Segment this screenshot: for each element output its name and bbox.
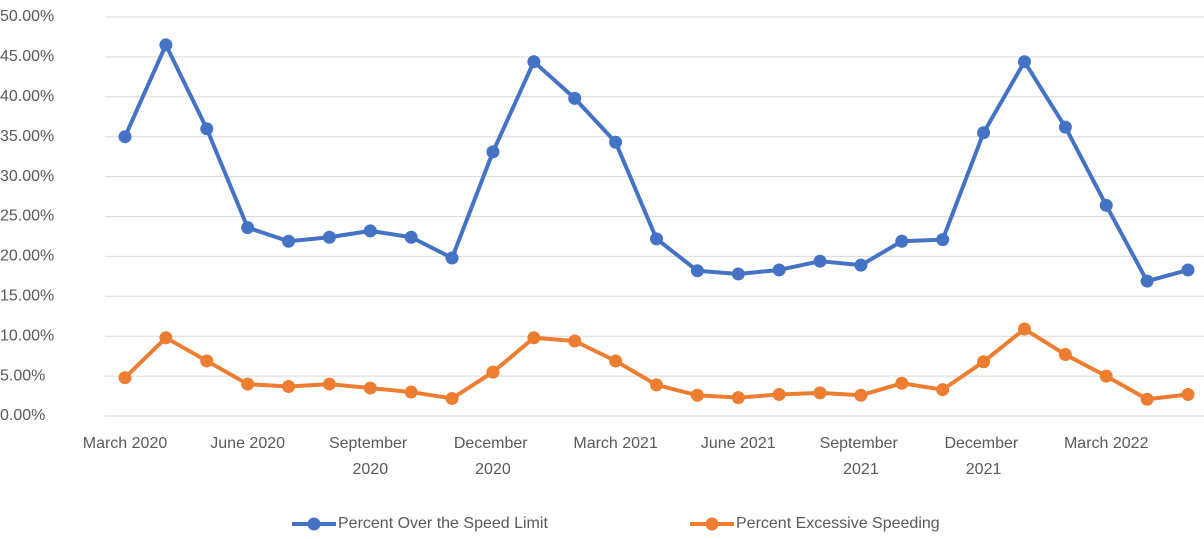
data-point xyxy=(363,224,377,238)
data-point xyxy=(977,126,991,140)
data-point xyxy=(404,385,418,399)
data-point xyxy=(363,381,377,395)
data-point xyxy=(527,55,541,69)
data-point xyxy=(936,233,950,247)
y-tick-label: 50.00% xyxy=(0,8,54,25)
data-point xyxy=(977,355,991,369)
data-point xyxy=(772,263,786,277)
data-point xyxy=(1099,369,1113,383)
y-tick-label: 25.00% xyxy=(0,208,54,225)
x-tick-label: March 2020 xyxy=(83,435,168,452)
data-point xyxy=(159,38,173,52)
data-point xyxy=(486,145,500,159)
data-point xyxy=(813,254,827,268)
y-tick-label: 5.00% xyxy=(0,367,45,384)
data-point xyxy=(118,371,132,385)
data-point xyxy=(731,391,745,405)
data-point xyxy=(1017,322,1031,336)
y-tick-label: 30.00% xyxy=(0,168,54,185)
data-point xyxy=(200,122,214,136)
data-point xyxy=(404,230,418,244)
data-point xyxy=(690,264,704,278)
data-point xyxy=(282,379,296,393)
data-point xyxy=(527,331,541,345)
data-point xyxy=(854,258,868,272)
data-point xyxy=(1181,387,1195,401)
x-tick-label: March 2021 xyxy=(573,435,658,452)
legend-marker xyxy=(307,517,321,531)
data-point xyxy=(731,267,745,281)
data-point xyxy=(445,391,459,405)
data-point xyxy=(609,354,623,368)
x-tick-label: June 2021 xyxy=(701,435,776,452)
data-point xyxy=(1058,348,1072,362)
x-tick-label: March 2022 xyxy=(1064,435,1149,452)
data-point xyxy=(609,135,623,149)
data-point xyxy=(282,234,296,248)
data-point xyxy=(1099,198,1113,212)
data-point xyxy=(568,91,582,105)
data-point xyxy=(1140,392,1154,406)
data-point xyxy=(241,377,255,391)
y-tick-label: 15.00% xyxy=(0,288,54,305)
data-point xyxy=(486,365,500,379)
x-tick-label: September 2020 xyxy=(329,435,412,478)
y-tick-label: 20.00% xyxy=(0,248,54,265)
data-point xyxy=(772,387,786,401)
legend-label: Percent Excessive Speeding xyxy=(736,515,940,532)
x-tick-label: September 2021 xyxy=(820,435,903,478)
data-point xyxy=(568,334,582,348)
data-point xyxy=(118,130,132,144)
y-tick-label: 45.00% xyxy=(0,48,54,65)
data-point xyxy=(895,234,909,248)
x-tick-label: December 2020 xyxy=(454,435,532,478)
x-tick-label: December 2021 xyxy=(944,435,1022,478)
legend-label: Percent Over the Speed Limit xyxy=(338,515,548,532)
data-point xyxy=(1140,274,1154,288)
data-point xyxy=(650,232,663,246)
legend-marker xyxy=(705,517,719,531)
data-point xyxy=(1058,120,1072,134)
data-point xyxy=(322,230,336,244)
data-point xyxy=(200,354,214,368)
x-tick-label: June 2020 xyxy=(210,435,285,452)
y-tick-label: 35.00% xyxy=(0,128,54,145)
data-point xyxy=(813,386,827,400)
data-point xyxy=(936,383,950,397)
data-point xyxy=(241,221,255,235)
data-point xyxy=(322,377,336,391)
y-tick-label: 0.00% xyxy=(0,407,45,424)
y-tick-label: 40.00% xyxy=(0,88,54,105)
data-point xyxy=(895,376,909,390)
data-point xyxy=(159,331,173,345)
y-tick-label: 10.00% xyxy=(0,327,54,344)
data-point xyxy=(650,378,663,392)
data-point xyxy=(854,388,868,402)
data-point xyxy=(1181,263,1195,277)
data-point xyxy=(445,251,459,265)
data-point xyxy=(1017,55,1031,69)
data-point xyxy=(690,388,704,402)
